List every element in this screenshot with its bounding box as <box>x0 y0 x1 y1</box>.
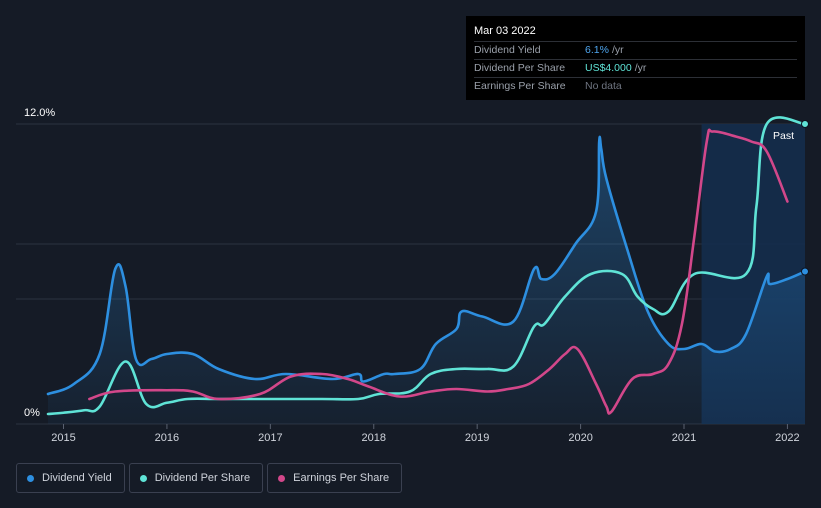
x-axis-tick-label: 2016 <box>155 432 179 444</box>
legend-dividend-per-share[interactable]: Dividend Per Share <box>128 463 264 493</box>
series-end-marker <box>801 120 809 128</box>
tooltip-unit: /yr <box>634 62 647 74</box>
tooltip-unit: /yr <box>611 44 624 56</box>
legend-label: Dividend Per Share <box>154 472 251 484</box>
tooltip-date: Mar 03 2022 <box>474 25 536 37</box>
series-area-dividend-yield <box>48 136 805 424</box>
legend-label: Dividend Yield <box>42 472 112 484</box>
axis-layer: 0% 12.0% 2015 2016 2017 2018 2019 2020 2021 2022 <box>24 107 800 444</box>
x-axis-tick-label: 2021 <box>672 432 696 444</box>
series-layer <box>46 116 809 424</box>
legend-dividend-yield[interactable]: Dividend Yield <box>16 463 125 493</box>
legend-label: Earnings Per Share <box>293 472 390 484</box>
x-axis-tick-label: 2018 <box>362 432 386 444</box>
tooltip-value: No data <box>585 80 622 92</box>
series-line-dividend-yield <box>46 135 807 396</box>
series-line-dividend-per-share <box>46 116 807 416</box>
x-axis-tick-label: 2022 <box>775 432 799 444</box>
legend: Dividend Yield Dividend Per Share Earnin… <box>16 463 406 493</box>
past-label: Past <box>773 130 795 142</box>
tooltip-value: 6.1% <box>585 44 609 56</box>
tooltip-label: Dividend Yield <box>474 44 541 56</box>
tooltip-row-dividend-yield: Dividend Yield 6.1% /yr <box>474 41 797 59</box>
tooltip-label: Dividend Per Share <box>474 62 566 74</box>
tooltip-value: US$4.000 <box>585 62 632 74</box>
y-axis-tick-label: 0% <box>24 407 40 419</box>
x-axis-tick-label: 2017 <box>258 432 282 444</box>
x-axis-tick-label: 2015 <box>51 432 75 444</box>
series-end-marker <box>801 267 809 276</box>
series-line-earnings-per-share <box>88 128 789 415</box>
legend-dot-icon <box>27 474 34 482</box>
legend-dot-icon <box>139 474 147 482</box>
tooltip-panel: Mar 03 2022 Dividend Yield 6.1% /yr Divi… <box>466 16 805 100</box>
legend-earnings-per-share[interactable]: Earnings Per Share <box>267 463 403 493</box>
tooltip-label: Earnings Per Share <box>474 80 566 92</box>
tooltip-row-dividend-per-share: Dividend Per Share US$4.000 /yr <box>474 59 797 77</box>
tooltip-row-earnings-per-share: Earnings Per Share No data <box>474 77 797 95</box>
x-axis-tick-label: 2019 <box>465 432 489 444</box>
legend-dot-icon <box>278 474 286 482</box>
y-axis-tick-label: 12.0% <box>24 107 55 119</box>
x-axis-tick-label: 2020 <box>568 432 592 444</box>
